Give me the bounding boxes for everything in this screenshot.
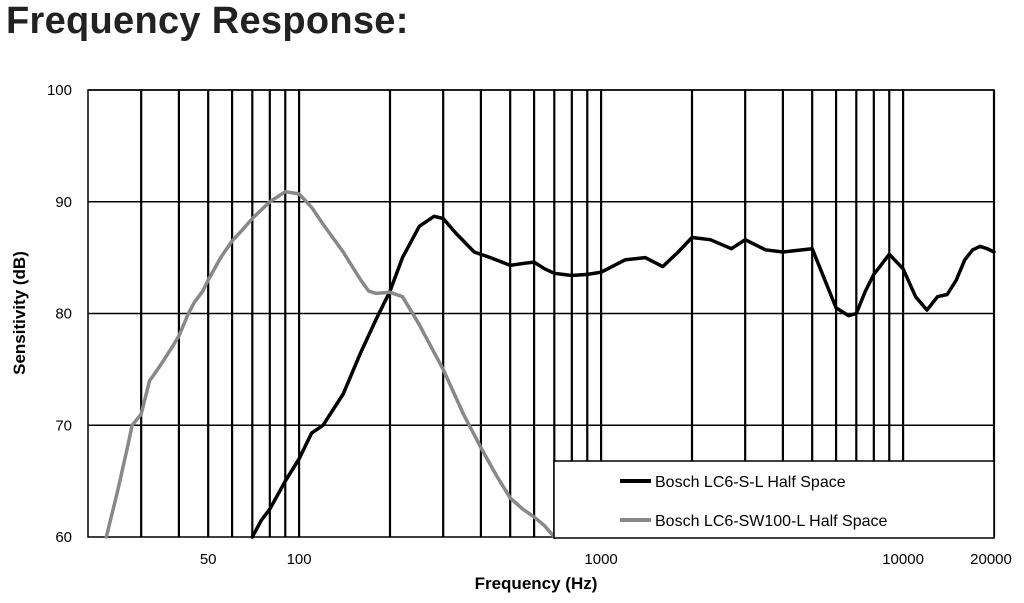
y-tick-label: 100	[47, 82, 72, 99]
x-tick-label: 100	[287, 551, 312, 568]
y-axis-label: Sensitivity (dB)	[10, 251, 29, 375]
y-tick-label: 70	[55, 417, 72, 434]
x-tick-label: 1000	[584, 551, 617, 568]
x-tick-label: 10000	[882, 551, 924, 568]
y-tick-label: 60	[55, 529, 72, 546]
legend-label: Bosch LC6-S-L Half Space	[655, 474, 846, 491]
legend-box	[553, 460, 995, 539]
legend-label: Bosch LC6-SW100-L Half Space	[655, 513, 888, 530]
series-line-2	[104, 189, 557, 539]
series-lines	[104, 189, 996, 539]
x-tick-label: 20000	[970, 551, 1012, 568]
page-title: Frequency Response:	[6, 0, 409, 42]
x-axis-label: Frequency (Hz)	[475, 574, 598, 593]
tick-labels: 60 70 80 90 100 50 100 1000 10000 20000	[47, 82, 1012, 568]
grid-lines	[88, 89, 996, 537]
x-tick-label: 50	[200, 551, 217, 568]
legend: Bosch LC6-S-L Half Space Bosch LC6-SW100-…	[553, 460, 995, 539]
series-line-1	[250, 214, 996, 539]
y-tick-label: 90	[55, 194, 72, 211]
y-tick-label: 80	[55, 306, 72, 323]
